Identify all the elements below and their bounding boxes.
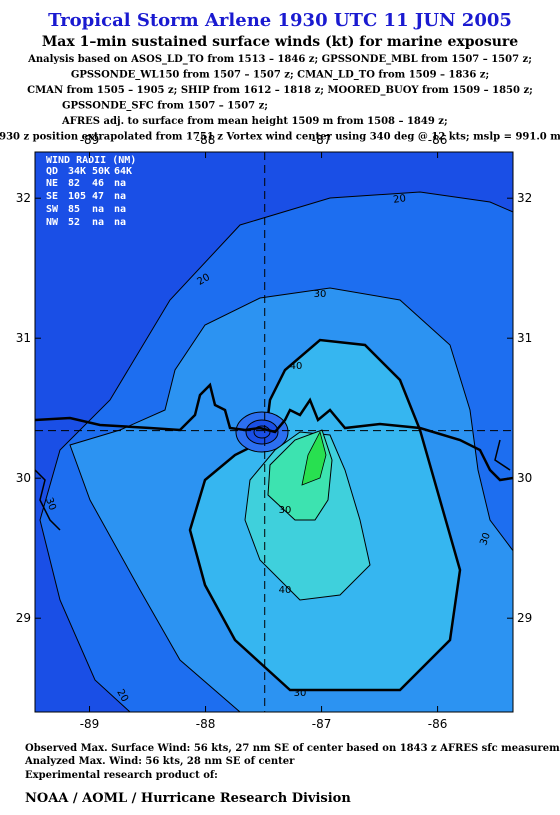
footer-analyzed: Analyzed Max. Wind: 56 kts, 28 nm SE of …: [24, 756, 295, 767]
subtitle: Max 1–min sustained surface winds (kt) f…: [42, 34, 518, 50]
y-tick-label-left: 30: [16, 471, 31, 485]
y-tick-label-right: 30: [517, 471, 532, 485]
analysis-line: Analysis based on ASOS_LD_TO from 1513 –…: [27, 54, 532, 65]
analysis-line: CMAN from 1505 – 1905 z; SHIP from 1612 …: [27, 85, 533, 96]
radii-cell: NE: [46, 178, 58, 189]
x-tick-label-bottom: -89: [80, 717, 100, 731]
radii-cell: 82: [68, 178, 80, 189]
contour-label: 30: [478, 531, 493, 547]
y-tick-label-right: 32: [517, 191, 532, 205]
radii-header: QD: [46, 166, 58, 177]
radii-cell: na: [92, 217, 104, 228]
contour-label: 20: [393, 193, 407, 206]
analysis-lines: Analysis based on ASOS_LD_TO from 1513 –…: [0, 54, 560, 143]
footer-observed: Observed Max. Surface Wind: 56 kts, 27 n…: [25, 743, 560, 754]
radii-cell: 47: [92, 191, 104, 202]
footer-org: NOAA / AOML / Hurricane Research Divisio…: [25, 791, 351, 806]
contour-label: 40: [290, 361, 303, 372]
contour-label: 40: [279, 585, 292, 596]
radii-cell: na: [114, 217, 126, 228]
x-tick-label-top: -87: [312, 133, 332, 147]
radii-cell: NW: [46, 217, 59, 228]
radii-header: 50K: [92, 166, 110, 177]
x-tick-label-bottom: -88: [196, 717, 216, 731]
contour-label: 30: [279, 505, 292, 516]
plot-frame: [34, 151, 514, 713]
radii-cell: na: [114, 178, 126, 189]
contour-label: 30: [314, 289, 327, 300]
radii-cell: na: [114, 204, 126, 215]
radii-cell: na: [114, 191, 126, 202]
radii-header: 64K: [114, 166, 132, 177]
y-tick-label-left: 31: [16, 331, 31, 345]
contour-max: [301, 430, 327, 486]
contour-label: 30: [43, 496, 58, 512]
x-tick-label-top: -88: [196, 133, 216, 147]
radii-cell: na: [92, 204, 104, 215]
radii-cell: SE: [46, 191, 58, 202]
wind-radii-table: WIND RADII (NM)QD 34K 50K 64K NE 82 46 na SE 105 4…: [46, 155, 136, 228]
coastline: [35, 382, 513, 482]
analysis-line: GPSSONDE_WL150 from 1507 – 1507 z; CMAN_…: [71, 70, 489, 81]
y-tick-label-right: 29: [517, 611, 532, 625]
analysis-line: AFRES adj. to surface from mean height 1…: [61, 116, 448, 127]
axes: -89 -89 -88 -88 -87 -87 -86 -86 29 29 30 30 31 31 32 32: [16, 133, 533, 731]
radii-cell: 105: [68, 191, 86, 202]
x-tick-label-top: -86: [428, 133, 448, 147]
contour-label: 30: [294, 688, 307, 699]
title: Tropical Storm Arlene 1930 UTC 11 JUN 20…: [48, 10, 512, 31]
radii-cell: 46: [92, 178, 104, 189]
radii-cell: 52: [68, 217, 80, 228]
y-tick-label-left: 32: [16, 191, 31, 205]
coastline-detail: [35, 439, 511, 531]
wind-field: [35, 152, 513, 712]
footer-product: Experimental research product of:: [25, 770, 218, 781]
core-rings: [235, 411, 289, 453]
analysis-line: GPSSONDE_SFC from 1507 – 1507 z;: [62, 101, 268, 112]
radii-cell: 85: [68, 204, 80, 215]
radii-title: WIND RADII (NM): [46, 155, 136, 166]
y-tick-label-left: 29: [16, 611, 31, 625]
x-tick-label-bottom: -87: [312, 717, 332, 731]
analysis-line: 1930 z position extrapolated from 1751 z…: [0, 132, 560, 143]
y-tick-label-right: 31: [517, 331, 532, 345]
radii-header: 34K: [68, 166, 86, 177]
x-tick-label-top: -89: [80, 133, 100, 147]
x-tick-label-bottom: -86: [428, 717, 448, 731]
radii-cell: SW: [46, 204, 59, 215]
